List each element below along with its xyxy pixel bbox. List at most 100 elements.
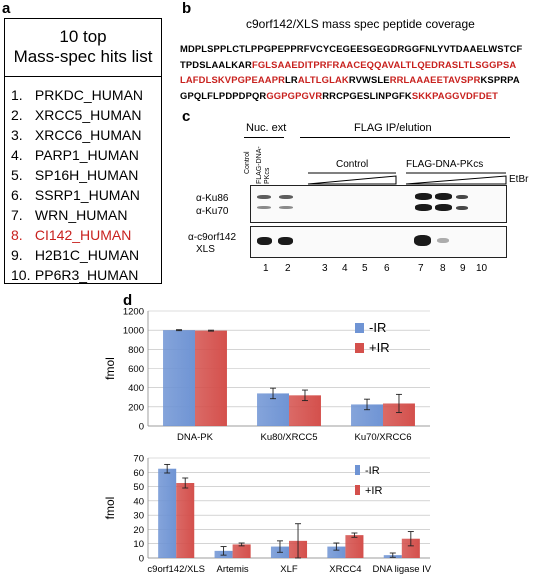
lane-number: 8: [440, 263, 446, 274]
flag-etbr-triangle: [405, 175, 507, 185]
ab-xls-label: XLS: [196, 244, 215, 255]
y-tick-label: 40: [133, 496, 144, 507]
hits-title-line2: Mass-spec hits list: [13, 47, 153, 66]
lane-numbers: 1 2 3 4 5 6 7 8 9 10: [250, 263, 510, 277]
y-tick-label: 50: [133, 482, 144, 493]
hit-number: 5.: [11, 167, 23, 183]
hit-number: 7.: [11, 207, 23, 223]
band-ku86-lane8: [435, 193, 452, 200]
chart-dna-pk-ku: 0 200 400 600 800 1000 1200 fmol DNA-PK Ku80/XRCC…: [103, 307, 430, 443]
lane-number: 1: [263, 263, 269, 274]
band-ku86-lane1: [257, 195, 271, 199]
x-category-label: XRCC4: [329, 564, 361, 575]
hit-item: 10. PP6R3_HUMAN: [11, 265, 143, 285]
flag-group-label: FLAG-DNA-PKcs: [406, 159, 484, 170]
band-ku70-lane9: [456, 206, 468, 210]
hits-list: 1. PRKDC_HUMAN 2. XRCC5_HUMAN 3. XRCC6_HUM…: [11, 85, 143, 285]
hit-number: 4.: [11, 147, 23, 163]
band-ku86-lane2: [279, 195, 293, 199]
covered-peptide: ALTLGLAK: [297, 74, 349, 85]
x-category-label: XLF: [280, 564, 298, 575]
lane-number: 6: [384, 263, 390, 274]
hit-protein-name: PRKDC_HUMAN: [31, 87, 144, 103]
band-ku86-lane7: [415, 193, 432, 200]
sequence-line: MDPLSPPLCTLPPGPEPPRFVCYCEGEESGEGDRGGFNLY…: [180, 41, 550, 57]
legend-label: -IR: [365, 465, 380, 477]
y-tick-label: 10: [133, 539, 144, 550]
x-category-label: c9orf142/XLS: [147, 564, 205, 575]
hit-protein-name: XRCC6_HUMAN: [31, 127, 142, 143]
etbr-gradient-triangles: [307, 172, 507, 185]
hit-number: 9.: [11, 247, 23, 263]
y-tick-label: 30: [133, 511, 144, 522]
uncovered-sequence: MDPLSPPLCTLPPGPEPPRFVCYCEGEESGEGDRGGFNLY…: [180, 43, 523, 54]
band-ku70-lane1: [257, 206, 271, 209]
lane-number: 2: [285, 263, 291, 274]
hit-item: 6. SSRP1_HUMAN: [11, 185, 143, 205]
ab-ku70-label: α-Ku70: [196, 206, 229, 217]
c9orf142-blot: [250, 226, 507, 258]
hit-protein-name: XRCC5_HUMAN: [31, 107, 142, 123]
band-ku70-lane2: [279, 206, 293, 209]
hit-protein-name: PP6R3_HUMAN: [31, 267, 139, 283]
bar-minus-ir: [163, 330, 195, 426]
x-category-label: Ku70/XRCC6: [354, 432, 411, 443]
flag-ip-header: FLAG IP/elution: [354, 122, 432, 134]
lane-number: 10: [476, 263, 488, 274]
hit-number: 6.: [11, 187, 23, 203]
hit-protein-name: SP16H_HUMAN: [31, 167, 139, 183]
control-etbr-triangle: [307, 175, 397, 185]
chart-c9orf142-nhej: 0 10 20 30 40 50 60 70 fmol c9orf142/XLS Artemis XL…: [103, 454, 432, 576]
hit-item: 7. WRN_HUMAN: [11, 205, 143, 225]
hit-item: 1. PRKDC_HUMAN: [11, 85, 143, 105]
hit-protein-name: CI142_HUMAN: [31, 227, 132, 243]
y-tick-label: 60: [133, 468, 144, 479]
uncovered-sequence: RVWSLE: [348, 74, 390, 85]
hit-number: 8.: [11, 227, 23, 243]
panel-d-label: d: [123, 292, 133, 309]
band-ku86-lane9: [456, 195, 468, 199]
covered-peptide: RRLAAAEETAVSPR: [389, 74, 481, 85]
bar-plus-ir: [195, 330, 227, 426]
uncovered-sequence: KSPRPA: [480, 74, 520, 85]
covered-peptide: LAFDLSKVPGPEAAPR: [180, 74, 286, 85]
bar-plus-ir: [176, 483, 195, 558]
lane-control-label: Control: [244, 151, 251, 174]
x-category-label: Artemis: [216, 564, 248, 575]
hit-number: 3.: [11, 127, 23, 143]
y-axis-label: fmol: [103, 497, 117, 520]
hits-list-title: 10 top Mass-spec hits list: [5, 19, 161, 77]
hit-item: 2. XRCC5_HUMAN: [11, 105, 143, 125]
band-c9-lane2: [278, 237, 293, 245]
hit-item: 8. CI142_HUMAN: [11, 225, 143, 245]
sequence-line: LAFDLSKVPGPEAAPRLRALTLGLAKRVWSLERRLAAAEE…: [180, 72, 550, 88]
covered-peptide: FGLSAAEDITPRFRAACEQQAVALTLQEDRASLTLSGGPS…: [251, 58, 517, 70]
etbr-label: EtBr: [509, 174, 529, 185]
y-tick-label: 0: [139, 422, 144, 433]
bar-plus-ir: [383, 403, 415, 426]
sequence-line: TPDSLAALKARFGLSAAEDITPRFRAACEQQAVALTLQED…: [180, 57, 550, 73]
y-tick-label: 800: [128, 345, 144, 356]
y-tick-label: 0: [139, 554, 144, 565]
uncovered-sequence: GPQLFLPDPDPQR: [180, 89, 267, 101]
bar-plus-ir: [401, 538, 420, 558]
x-category-label: DNA-PK: [177, 432, 214, 443]
band-c9-lane1: [257, 237, 272, 245]
y-tick-label: 400: [128, 383, 144, 394]
mass-spec-hits-box: 10 top Mass-spec hits list 1. PRKDC_HUMA…: [4, 18, 162, 284]
lane-number: 7: [418, 263, 424, 274]
flag-ip-underline: [300, 137, 510, 138]
sequence-line: GPQLFLPDPDPQRGGPGPGVRRRCPGESLINPGFKSKKPA…: [180, 88, 550, 104]
y-tick-label: 20: [133, 525, 144, 536]
legend-swatch: [355, 323, 364, 333]
hit-item: 5. SP16H_HUMAN: [11, 165, 143, 185]
lane-number: 9: [460, 263, 466, 274]
band-ku70-lane8: [435, 204, 452, 211]
y-tick-label: 600: [128, 364, 144, 375]
ku-blot: [250, 185, 507, 223]
x-category-label: Ku80/XRCC5: [260, 432, 317, 443]
peptide-coverage-title: c9orf142/XLS mass spec peptide coverage: [246, 17, 475, 31]
band-c9-lane7: [414, 235, 431, 246]
legend-swatch: [355, 485, 360, 495]
nuc-ext-underline: [244, 137, 284, 138]
